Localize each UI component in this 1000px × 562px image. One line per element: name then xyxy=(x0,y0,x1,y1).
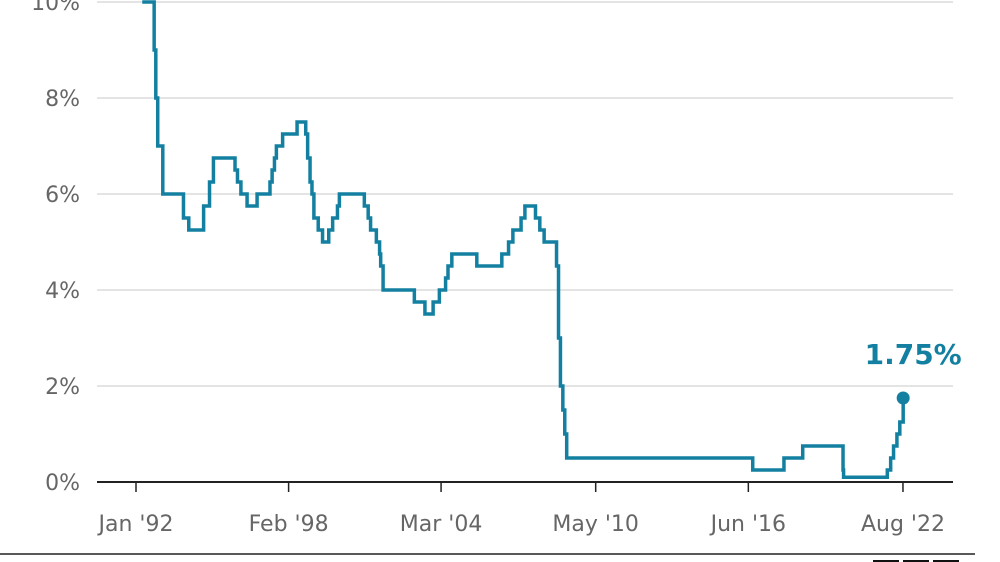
series-line xyxy=(142,0,905,479)
x-axis: Jan '92 Feb '98 Mar '04 May '10 Jun '16 Aug '… xyxy=(97,482,945,537)
end-point-marker xyxy=(896,391,910,405)
x-tick-label: May '10 xyxy=(552,512,639,537)
x-tick-label: Feb '98 xyxy=(249,512,329,537)
y-tick-label: 6% xyxy=(45,183,80,208)
y-axis: 0% 2% 4% 6% 8% 10% xyxy=(31,0,80,496)
y-tick-label: 8% xyxy=(45,87,80,112)
bbc-logo xyxy=(873,560,959,562)
x-tick-label: Jan '92 xyxy=(97,512,174,537)
y-tick-label: 0% xyxy=(45,471,80,496)
x-tick-label: Aug '22 xyxy=(861,512,945,537)
y-tick-label: 4% xyxy=(45,279,80,304)
x-tick-label: Mar '04 xyxy=(400,512,483,537)
gridlines xyxy=(97,1,953,387)
y-tick-label: 2% xyxy=(45,375,80,400)
y-tick-label: 10% xyxy=(31,0,80,16)
end-value-label: 1.75% xyxy=(865,338,962,371)
x-tick-label: Jun '16 xyxy=(709,512,786,537)
